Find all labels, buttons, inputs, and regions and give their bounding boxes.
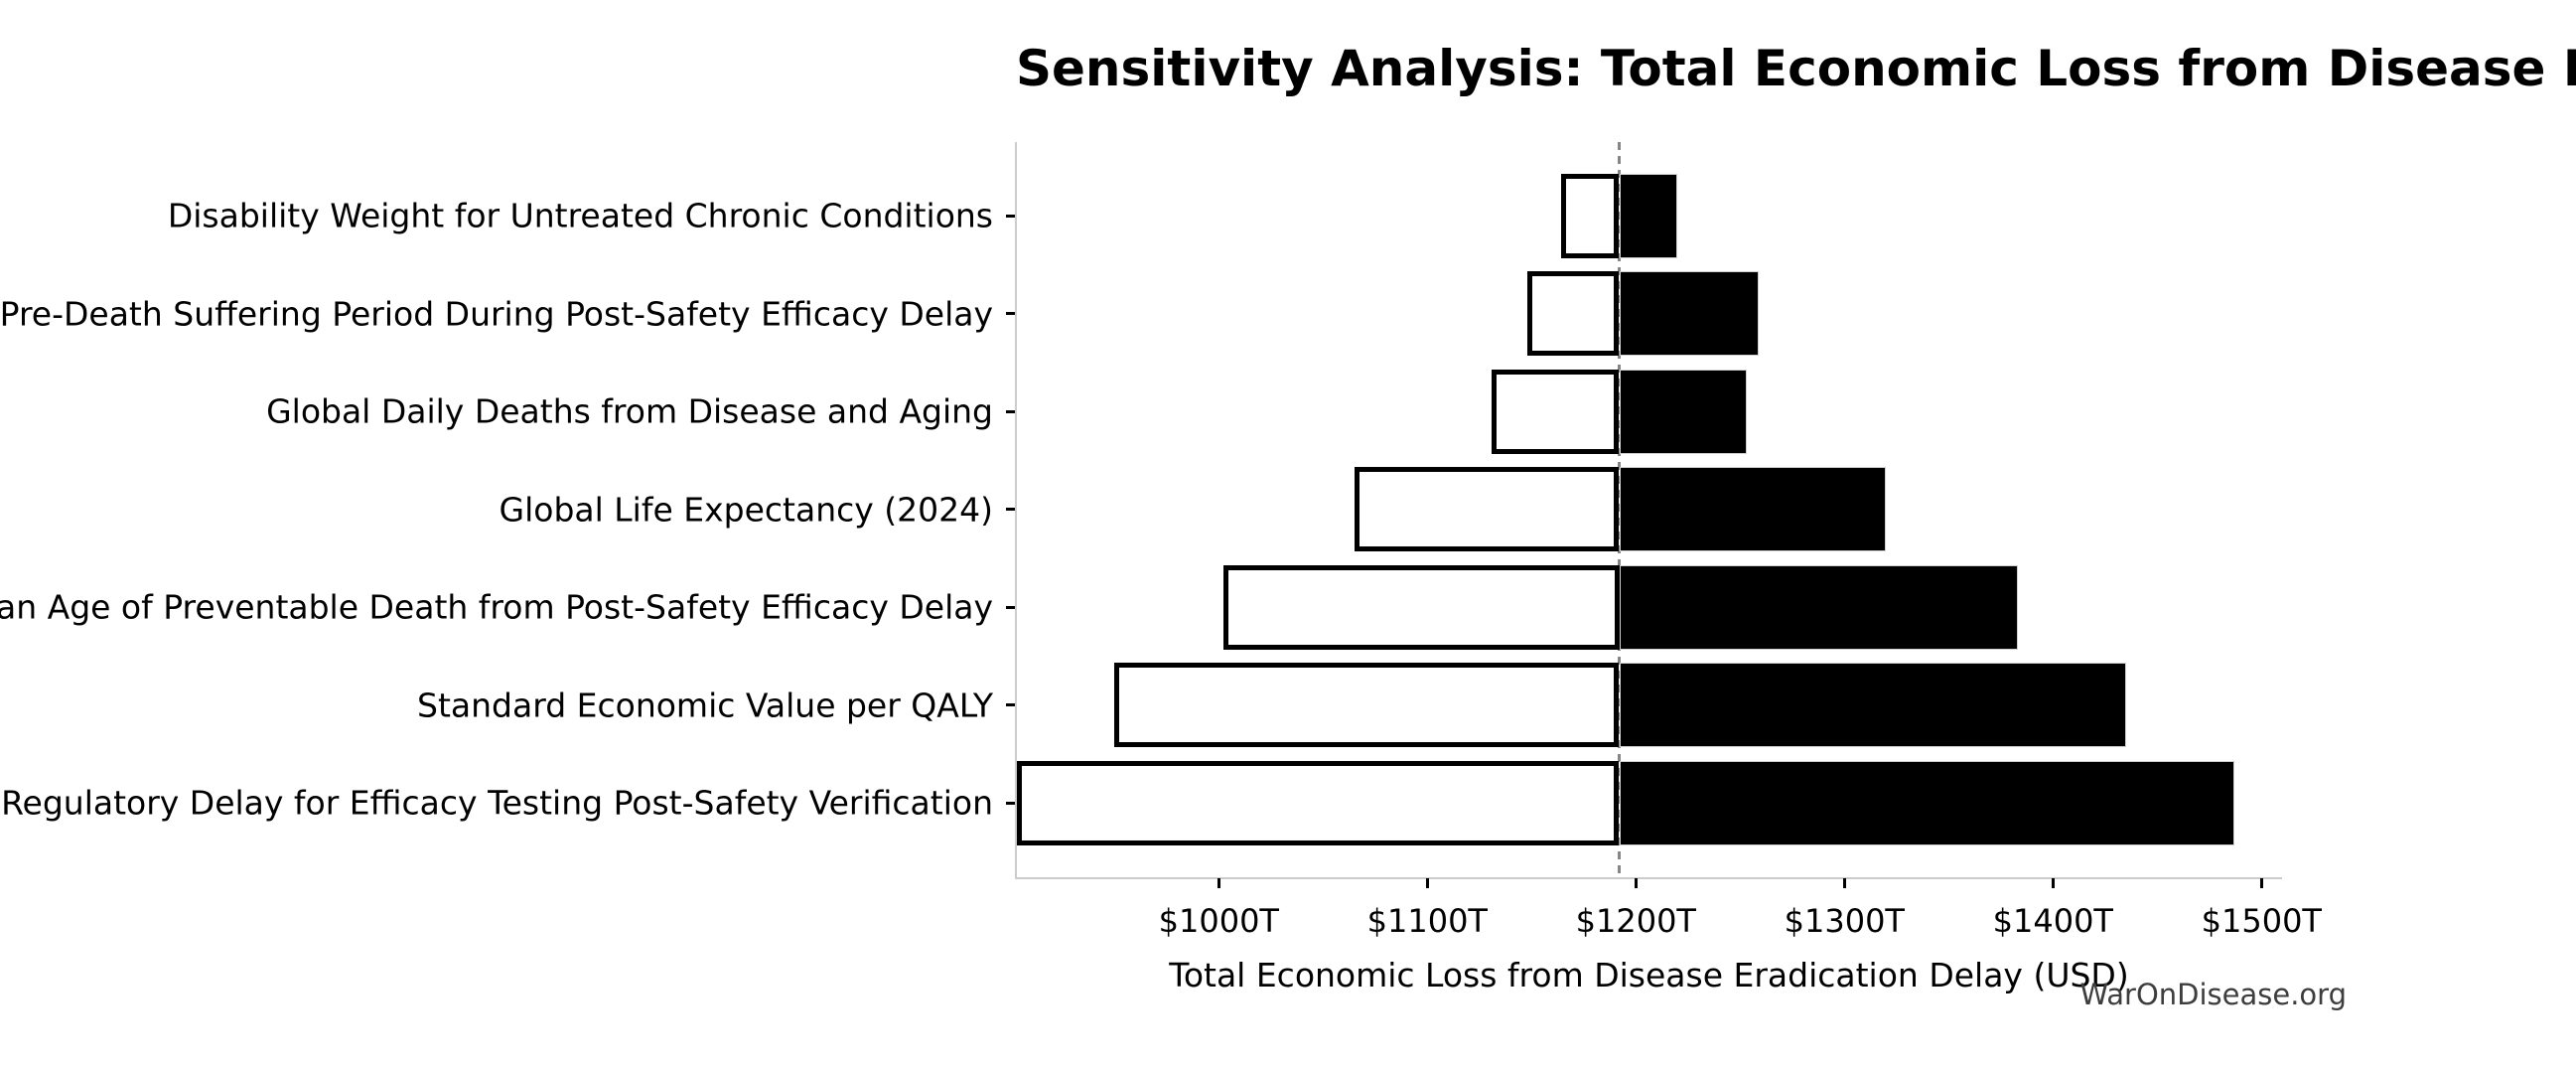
bar-high-3 (1619, 467, 1887, 551)
y-tick-mark (1006, 605, 1015, 609)
x-axis-title: Total Economic Loss from Disease Eradica… (1169, 956, 2129, 994)
y-tick-mark (1006, 312, 1015, 315)
bar-high-0 (1619, 173, 1678, 258)
x-tick-mark (1425, 878, 1429, 888)
bar-high-1 (1619, 271, 1760, 356)
y-tick-mark (1006, 801, 1015, 805)
bar-low-2 (1492, 369, 1620, 454)
bar-low-1 (1527, 271, 1620, 356)
y-tick-label: Standard Economic Value per QALY (417, 686, 993, 724)
x-tick-label: $1400T (1992, 902, 2113, 940)
x-tick-label: $1500T (2201, 902, 2322, 940)
bar-high-4 (1619, 564, 2018, 650)
bar-high-2 (1619, 369, 1747, 454)
y-tick-mark (1006, 703, 1015, 706)
plot-area (1015, 142, 2282, 879)
y-tick-mark (1006, 214, 1015, 218)
y-tick-mark (1006, 508, 1015, 511)
bar-high-6 (1619, 760, 2234, 845)
x-tick-mark (1634, 878, 1638, 888)
bar-low-4 (1222, 564, 1620, 650)
y-axis-line (1015, 142, 1017, 877)
bar-high-5 (1619, 663, 2126, 747)
bar-low-0 (1560, 173, 1620, 258)
x-axis-line (1015, 877, 2282, 879)
x-tick-mark (1842, 878, 1846, 888)
y-tick-label: Global Life Expectancy (2024) (499, 490, 993, 529)
y-tick-label: Regulatory Delay for Efficacy Testing Po… (1, 783, 993, 823)
y-tick-mark (1006, 409, 1015, 413)
x-tick-label: $1300T (1784, 902, 1905, 940)
watermark: WarOnDisease.org (2079, 978, 2347, 1011)
y-tick-label: Global Daily Deaths from Disease and Agi… (266, 391, 993, 431)
x-tick-label: $1000T (1158, 902, 1279, 940)
x-tick-mark (1216, 878, 1220, 888)
y-tick-label: Mean Age of Preventable Death from Post-… (0, 587, 993, 627)
x-tick-label: $1100T (1366, 902, 1488, 940)
bar-low-6 (1016, 760, 1620, 845)
x-tick-mark (2259, 878, 2263, 888)
x-tick-label: $1200T (1575, 902, 1696, 940)
x-tick-mark (2051, 878, 2055, 888)
bar-low-5 (1114, 663, 1620, 747)
bar-low-3 (1354, 467, 1620, 551)
y-tick-label: Pre-Death Suffering Period During Post-S… (0, 294, 993, 333)
chart-title: Sensitivity Analysis: Total Economic Los… (1016, 40, 2576, 97)
y-tick-label: Disability Weight for Untreated Chronic … (167, 196, 993, 235)
